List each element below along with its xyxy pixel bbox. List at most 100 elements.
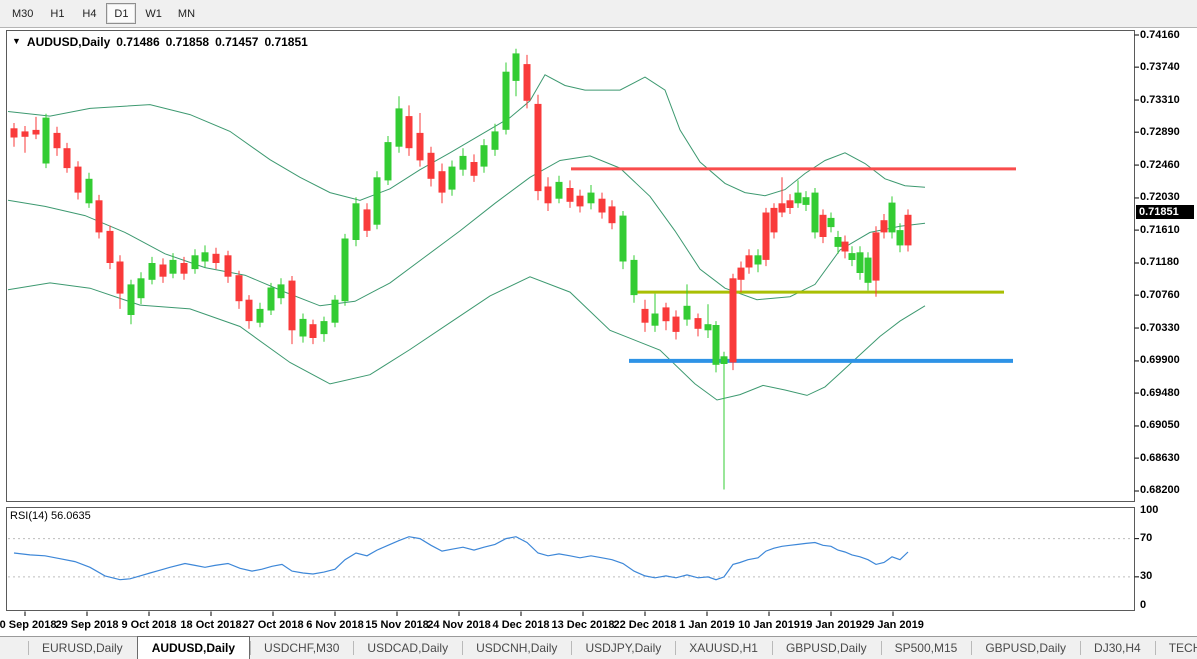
candle-body <box>427 152 435 179</box>
chart-tab-gbpusd-daily[interactable]: GBPUSD,Daily <box>771 637 881 659</box>
timeframe-button-h1[interactable]: H1 <box>50 7 65 20</box>
candle-body <box>683 305 691 320</box>
quote-low: 0.71457 <box>215 35 259 49</box>
candle-body <box>587 192 595 204</box>
candle-body <box>416 132 424 161</box>
candle-body <box>235 275 243 302</box>
candle-body <box>116 261 124 294</box>
timeframe-button-w1[interactable]: W1 <box>145 7 162 20</box>
time-axis-label: 6 Nov 2018 <box>306 619 364 631</box>
candle-body <box>448 166 456 190</box>
price-axis-label: 0.69050 <box>1140 419 1180 432</box>
quote-symbol: AUDUSD,Daily <box>26 35 111 49</box>
candle-body <box>864 257 872 283</box>
candle-body <box>704 324 712 331</box>
chart-tab-usdcnh-daily[interactable]: USDCNH,Daily <box>462 637 571 659</box>
candle-body <box>841 241 849 252</box>
rsi-axis-label: 70 <box>1140 532 1153 545</box>
candle-body <box>277 284 285 299</box>
candle-body <box>786 200 794 208</box>
candle-body <box>127 284 135 315</box>
chart-tab-xauusd-h1[interactable]: XAUUSD,H1 <box>675 637 772 659</box>
candle-body <box>148 263 156 280</box>
candle-body <box>341 238 349 302</box>
candle-body <box>352 203 360 240</box>
candle-body <box>201 252 209 262</box>
candle-body <box>848 253 856 260</box>
price-chart-canvas[interactable] <box>0 28 1197 636</box>
candle-body <box>608 206 616 224</box>
timeframe-button-d1[interactable]: D1 <box>106 3 137 24</box>
price-axis-label: 0.73740 <box>1140 60 1180 73</box>
chart-tab-dj30-h4[interactable]: DJ30,H4 <box>1080 637 1155 659</box>
chart-tab-sp500-m15[interactable]: SP500,M15 <box>880 637 972 659</box>
chart-tab-gbpusd-daily[interactable]: GBPUSD,Daily <box>971 637 1080 659</box>
time-axis-label: 10 Jan 2019 <box>738 619 800 631</box>
candle-body <box>856 252 864 273</box>
candle-body <box>834 237 842 247</box>
candle-body <box>95 200 103 233</box>
tab-stub <box>0 637 28 659</box>
candle-body <box>63 148 71 169</box>
candle-body <box>770 207 778 233</box>
candle-body <box>619 215 627 262</box>
price-axis-label: 0.71180 <box>1140 256 1180 269</box>
candle-body <box>384 142 392 181</box>
candle-body <box>53 132 61 149</box>
candle-body <box>224 255 232 277</box>
candle-body <box>651 313 659 326</box>
candle-body <box>802 197 810 205</box>
price-axis-label: 0.68200 <box>1140 484 1180 497</box>
chart-tab-eurusd-daily[interactable]: EURUSD,Daily <box>28 637 137 659</box>
time-axis-label: 24 Nov 2018 <box>427 619 491 631</box>
candle-body <box>737 267 745 280</box>
candle-body <box>566 188 574 202</box>
candle-body <box>438 171 446 193</box>
quote-line: ▼ AUDUSD,Daily 0.71486 0.71858 0.71457 0… <box>12 35 308 49</box>
candle-body <box>320 321 328 335</box>
rsi-line <box>13 536 909 581</box>
price-axis-label: 0.69900 <box>1140 354 1180 367</box>
candle-body <box>896 230 904 246</box>
candle-body <box>827 217 835 228</box>
price-axis-label: 0.71610 <box>1140 223 1180 236</box>
candle-body <box>888 202 896 233</box>
candle-body <box>480 145 488 167</box>
candle-body <box>288 280 296 331</box>
rsi-indicator-label: RSI(14) 56.0635 <box>10 510 91 522</box>
candle-body <box>32 129 40 135</box>
timeframe-button-h4[interactable]: H4 <box>82 7 97 20</box>
symbol-dropdown-icon[interactable]: ▼ <box>12 36 21 46</box>
chart-tab-usdjpy-daily[interactable]: USDJPY,Daily <box>571 637 675 659</box>
time-axis-label: 4 Dec 2018 <box>492 619 550 631</box>
timeframe-button-m30[interactable]: M30 <box>12 7 34 20</box>
timeframe-button-mn[interactable]: MN <box>177 7 196 20</box>
candle-body <box>212 253 220 263</box>
bollinger-lower-band <box>7 276 926 401</box>
candle-body <box>106 230 114 263</box>
candle-body <box>778 203 786 213</box>
chart-tab-usdcad-daily[interactable]: USDCAD,Daily <box>353 637 462 659</box>
price-axis-label: 0.72890 <box>1140 125 1180 138</box>
time-axis-label: 1 Jan 2019 <box>679 619 735 631</box>
candle-body <box>762 212 770 260</box>
candle-body <box>745 255 753 268</box>
candle-body <box>74 166 82 193</box>
candle-body <box>309 324 317 338</box>
candle-body <box>502 71 510 130</box>
chart-tab-tech100-h1[interactable]: TECH100,H1 <box>1154 637 1197 659</box>
candle-body <box>299 318 307 337</box>
candle-body <box>794 192 802 204</box>
price-axis-label: 0.70330 <box>1140 321 1180 334</box>
candle-body <box>662 307 670 322</box>
chart-tab-audusd-daily[interactable]: AUDUSD,Daily <box>136 636 251 659</box>
candle-body <box>880 220 888 233</box>
price-axis-label: 0.74160 <box>1140 28 1180 41</box>
candle-body <box>245 299 253 322</box>
candle-body <box>523 64 531 101</box>
chart-area[interactable]: ▼ AUDUSD,Daily 0.71486 0.71858 0.71457 0… <box>0 28 1197 636</box>
candle-body <box>363 209 371 231</box>
candle-body <box>491 131 499 150</box>
chart-tab-usdchf-m30[interactable]: USDCHF,M30 <box>250 637 353 659</box>
time-axis-label: 29 Sep 2018 <box>55 619 119 631</box>
